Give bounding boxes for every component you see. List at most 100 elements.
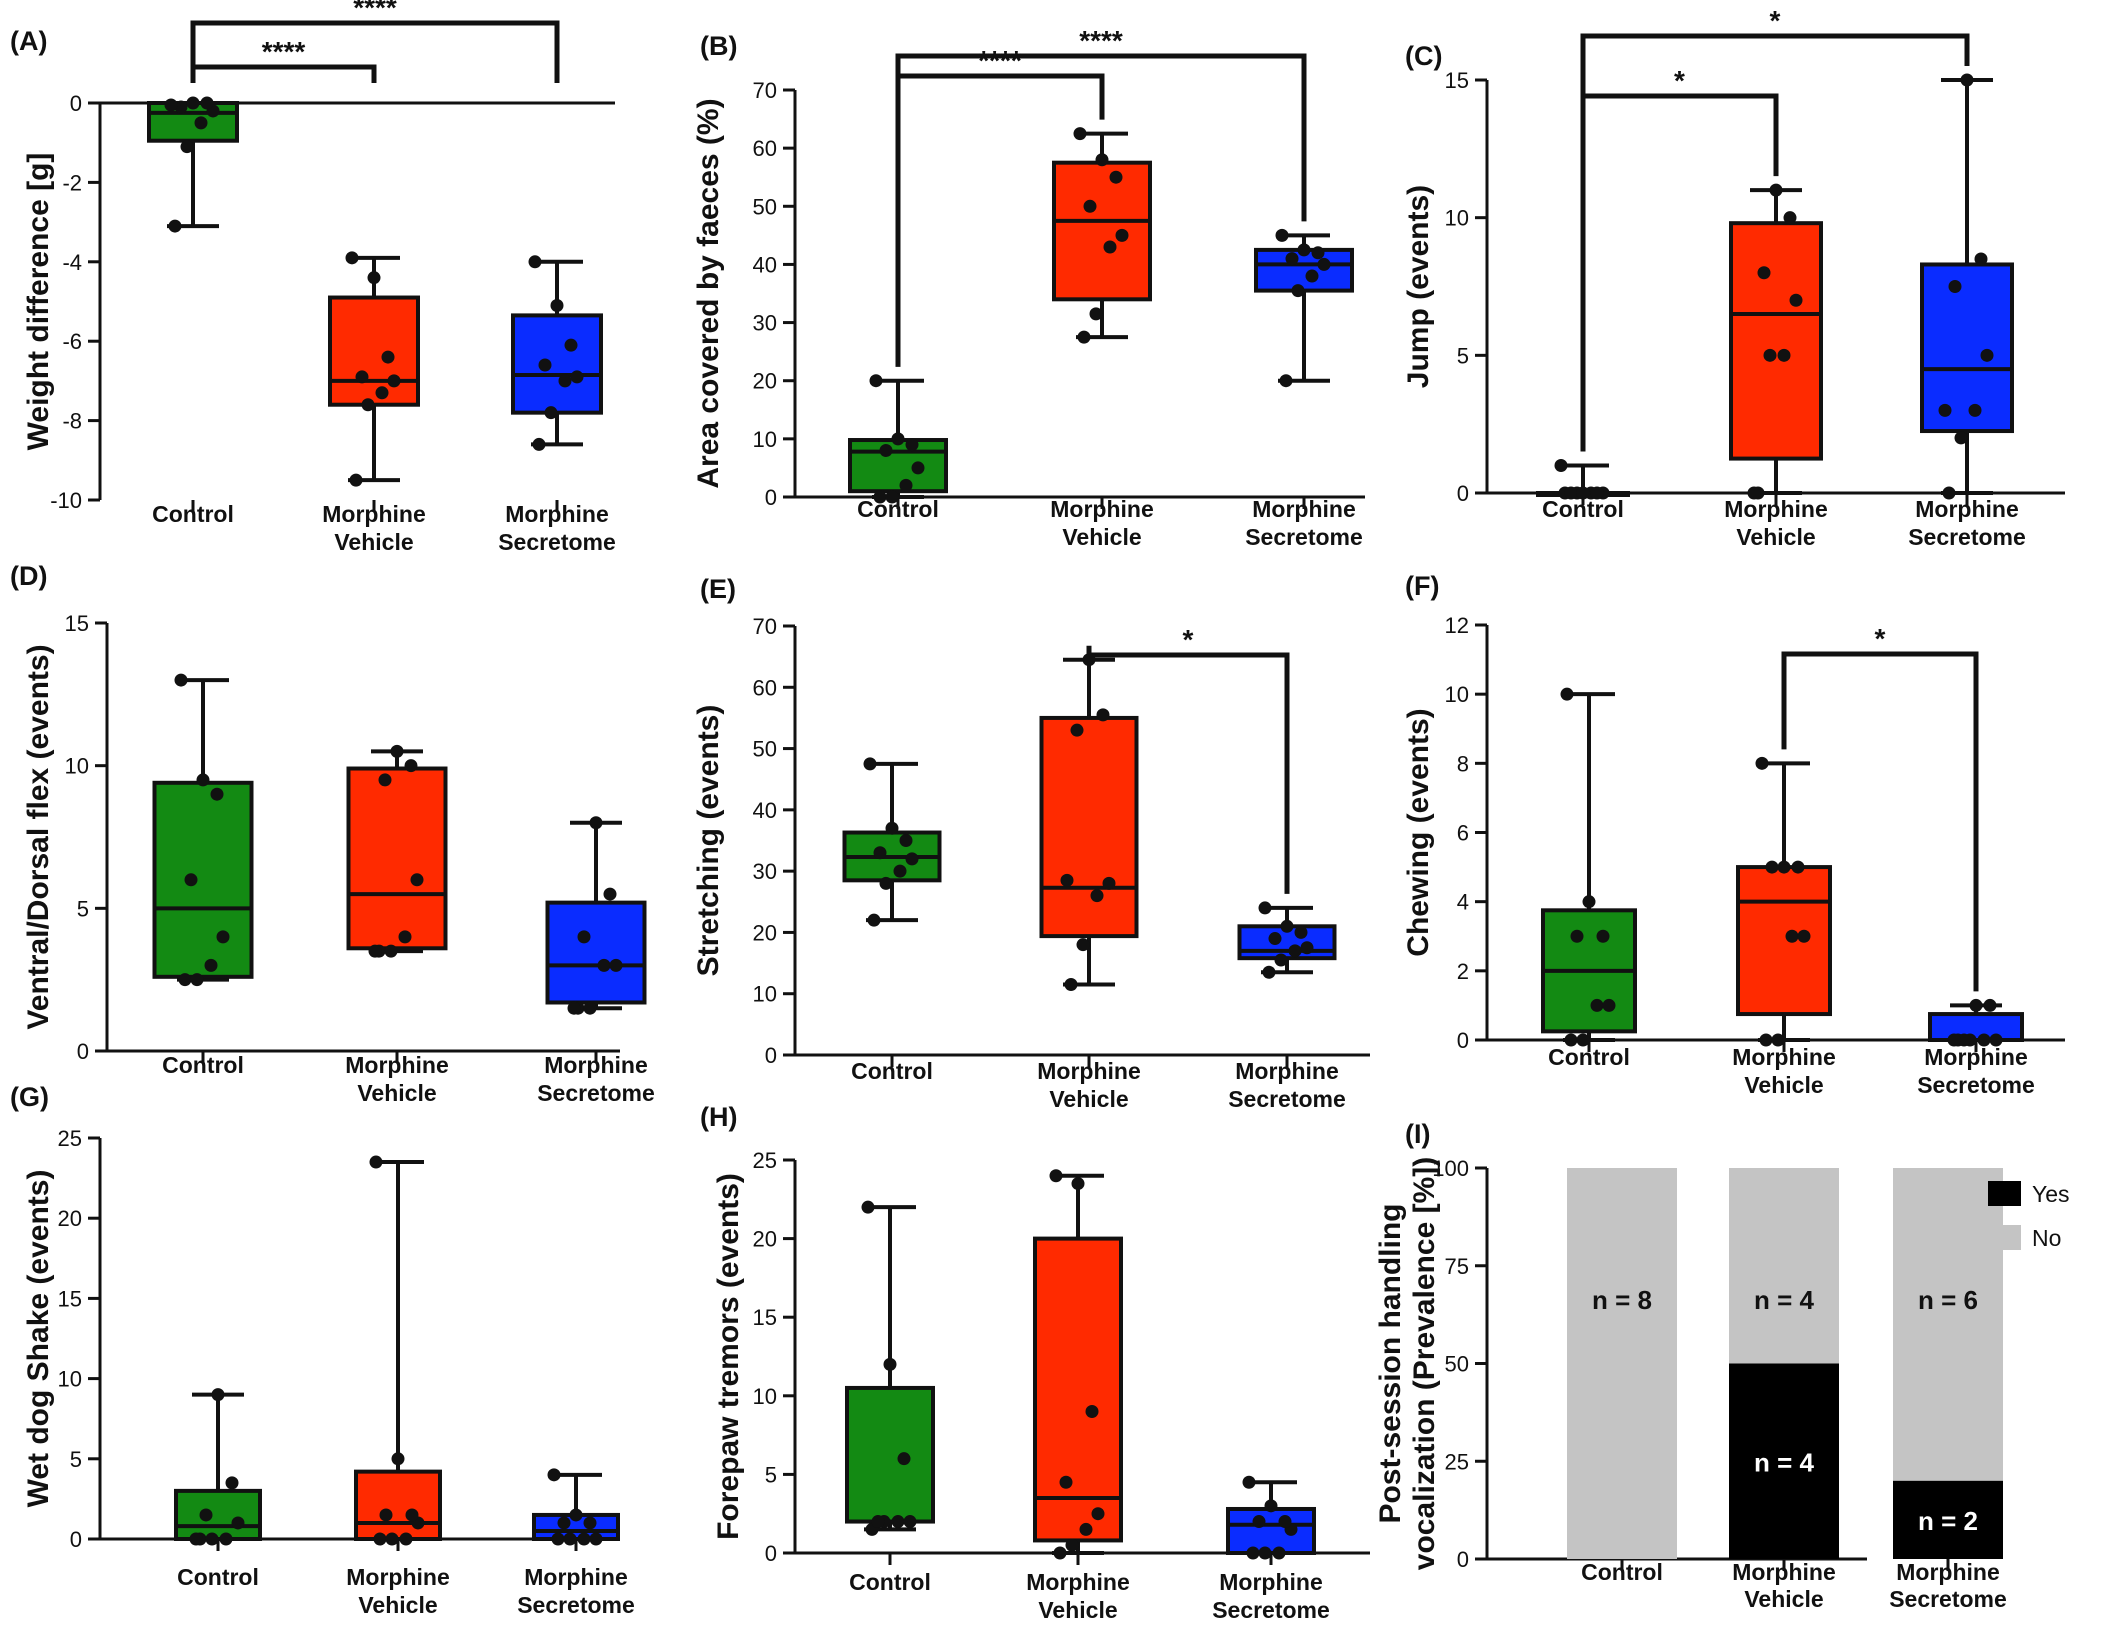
data-point (1291, 284, 1305, 298)
data-point (210, 787, 224, 801)
significance-label: * (1183, 624, 1194, 655)
panel-i: (I) Post-session handling vocalization (Pr… (1374, 1119, 2070, 1612)
data-point (1059, 1475, 1073, 1489)
data-point (1242, 1475, 1256, 1489)
x-category-label: Secretome (1889, 1586, 2007, 1612)
panel-label: (F) (1405, 571, 1439, 601)
x-category-label: Vehicle (1736, 524, 1815, 550)
data-point (1278, 1515, 1292, 1529)
y-tick-label: 70 (753, 78, 777, 103)
data-point (885, 821, 899, 835)
data-point (883, 1357, 897, 1371)
y-tick-label: 0 (1457, 481, 1469, 506)
data-point (1969, 998, 1983, 1012)
data-point (1077, 330, 1091, 344)
x-category-label: Vehicle (357, 1080, 436, 1106)
data-point (1938, 403, 1952, 417)
data-point (1285, 252, 1299, 266)
y-tick-label: 10 (65, 754, 89, 779)
data-point (219, 1532, 233, 1546)
box-morphine-vehicle (1729, 221, 1823, 461)
data-point (1590, 998, 1604, 1012)
x-category-label: Control (1542, 496, 1624, 522)
data-point (1091, 1507, 1105, 1521)
x-category-label: Secretome (537, 1080, 655, 1106)
data-point (1989, 1033, 2003, 1047)
data-point (869, 374, 883, 388)
data-point (550, 298, 564, 312)
data-point (558, 374, 572, 388)
data-point (1763, 348, 1777, 362)
data-point (398, 930, 412, 944)
data-point (1785, 929, 1799, 943)
box-morphine-secretome (511, 313, 603, 415)
data-point (1947, 1033, 1961, 1047)
y-tick-label: 4 (1457, 890, 1469, 915)
data-point (189, 1532, 203, 1546)
y-tick-label: 8 (1457, 751, 1469, 776)
data-point (879, 443, 893, 457)
x-category-label: Morphine (1037, 1058, 1141, 1084)
data-point (885, 490, 899, 504)
y-tick-label: 2 (1457, 959, 1469, 984)
data-point (1576, 486, 1590, 500)
data-point (1109, 170, 1123, 184)
data-point (564, 338, 578, 352)
data-point (873, 846, 887, 860)
data-point (1085, 1405, 1099, 1419)
data-point (567, 1001, 581, 1015)
y-axis-title: Ventral/Dorsal flex (events) (22, 644, 55, 1029)
data-point (200, 96, 214, 110)
box-control (174, 1488, 262, 1542)
data-point (1576, 1033, 1590, 1047)
data-point (369, 1155, 383, 1169)
x-category-label: Morphine (1026, 1569, 1130, 1595)
y-tick-label: 0 (765, 1043, 777, 1068)
data-point (1258, 901, 1272, 915)
panel-g: (G) Wet dog Shake (events) 0 5 10 15 20 25 Contr… (10, 1082, 635, 1618)
data-point (385, 1532, 399, 1546)
panel-d: (D) Ventral/Dorsal flex (events) 0 5 10 15 Con… (10, 561, 655, 1106)
data-point (1757, 266, 1771, 280)
data-point (373, 1532, 387, 1546)
data-point (1968, 403, 1982, 417)
data-point (897, 1452, 911, 1466)
significance-label: * (1674, 65, 1685, 96)
panel-label: (B) (700, 31, 737, 61)
data-point (544, 406, 558, 420)
data-point (387, 374, 401, 388)
data-point (1064, 978, 1078, 992)
data-point (1070, 723, 1084, 737)
y-tick-label: 60 (753, 675, 777, 700)
data-point (1294, 925, 1308, 939)
data-point (1777, 860, 1791, 874)
x-category-label: Vehicle (1062, 524, 1141, 550)
y-tick-label: -6 (62, 329, 82, 354)
data-point (861, 1200, 875, 1214)
data-point (1275, 228, 1289, 242)
x-category-label: Morphine (345, 1052, 449, 1078)
data-point (405, 1508, 419, 1522)
y-axis-title: Wet dog Shake (events) (22, 1170, 55, 1508)
box-morphine-secretome (1226, 1506, 1316, 1556)
x-category-label: Secretome (1917, 1072, 2035, 1098)
data-point (1268, 932, 1282, 946)
no-count-label: n = 6 (1918, 1285, 1978, 1315)
box-morphine-secretome (545, 900, 647, 1005)
significance-bracket (1086, 645, 1290, 894)
data-point (1564, 1033, 1578, 1047)
x-category-label: Morphine (1219, 1569, 1323, 1595)
x-category-label: Control (1581, 1559, 1663, 1585)
data-point (1765, 860, 1779, 874)
data-point (1079, 1522, 1093, 1536)
bar-segment-no (1893, 1168, 2003, 1481)
data-point (190, 973, 204, 987)
data-point (1771, 1033, 1785, 1047)
box-control (845, 1385, 935, 1524)
data-point (1060, 873, 1074, 887)
data-point (589, 816, 603, 830)
data-point (867, 913, 881, 927)
data-point (891, 432, 905, 446)
x-category-label: Secretome (1908, 524, 2026, 550)
data-point (1759, 1033, 1773, 1047)
